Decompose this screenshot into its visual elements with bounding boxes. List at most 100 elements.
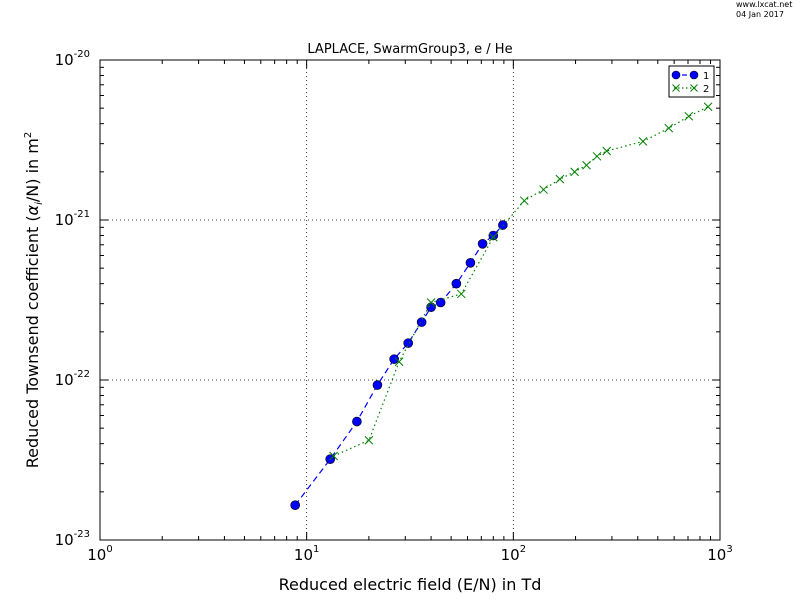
data-point (684, 111, 694, 121)
x-tick-exp: 0 (106, 544, 112, 555)
data-point (555, 174, 565, 184)
y-tick-exp: -20 (74, 49, 90, 60)
legend: 12 (668, 65, 715, 98)
series-line (294, 224, 504, 506)
y-label-sub: i (34, 202, 45, 205)
y-tick-exp: -21 (74, 209, 90, 220)
data-point (364, 435, 374, 445)
y-tick-exp: -23 (74, 529, 90, 540)
data-point (435, 297, 446, 308)
x-tick-label: 101 (294, 544, 319, 564)
data-point-stroke (329, 451, 338, 461)
data-point-stroke (426, 298, 436, 307)
data-point-stroke (488, 232, 498, 242)
y-tick-base: 10 (55, 51, 74, 69)
watermark-date: 04 Jan 2017 (736, 10, 784, 19)
y-label-mid: /N) in m (23, 138, 42, 202)
legend-entry: 1 (671, 70, 709, 82)
data-point (690, 84, 698, 92)
x-tick-base: 10 (87, 546, 106, 564)
plot-frame (99, 59, 721, 541)
watermark-site: www.lxcat.net (736, 0, 793, 9)
data-point (488, 232, 498, 242)
data-point (403, 338, 414, 348)
series-line (333, 106, 709, 457)
data-point (465, 258, 476, 268)
y-label-alpha: α (23, 204, 42, 215)
data-point-stroke (539, 185, 548, 194)
y-tick-base: 10 (55, 211, 74, 229)
data-point-stroke (664, 123, 674, 133)
x-tick-label: 102 (501, 544, 526, 564)
legend-label: 2 (703, 84, 709, 95)
data-point (394, 357, 404, 367)
data-point (488, 230, 499, 241)
y-tick-exp: -22 (74, 369, 90, 380)
data-point (582, 160, 591, 170)
watermark: www.lxcat.net 04 Jan 2017 (736, 0, 792, 20)
data-point (519, 196, 529, 206)
y-label-prefix: Reduced Townsend coefficient ( (23, 215, 42, 468)
legend-entry: 2 (672, 84, 709, 95)
y-tick-label: 10-22 (55, 369, 90, 389)
data-point (672, 84, 680, 92)
data-point (570, 167, 579, 177)
x-axis-label: Reduced electric field (E/N) in Td (279, 575, 542, 594)
x-tick-labels: 100 101 102 103 (87, 544, 732, 564)
data-point-stroke (672, 84, 680, 92)
data-point-stroke (592, 151, 602, 161)
data-point (416, 317, 427, 327)
data-point-stroke (519, 196, 529, 206)
data-point-stroke (684, 111, 694, 121)
data-point (456, 289, 466, 299)
y-tick-label: 10-20 (55, 49, 90, 69)
data-point (602, 146, 612, 156)
axis-ticks (99, 59, 721, 541)
y-tick-base: 10 (55, 531, 74, 549)
grid (100, 60, 720, 540)
data-point-stroke (555, 174, 565, 184)
y-axis-label: Reduced Townsend coefficient (αi/N) in m… (23, 132, 45, 468)
legend-label: 1 (703, 71, 709, 82)
data-point (671, 70, 681, 80)
data-point (290, 500, 300, 511)
x-tick-base: 10 (294, 546, 313, 564)
data-point (352, 416, 362, 427)
data-point (664, 123, 674, 133)
data-point (638, 137, 648, 146)
data-point-stroke (570, 167, 579, 177)
data-point-stroke (602, 146, 612, 156)
series-layer (290, 102, 713, 511)
x-tick-exp: 3 (726, 544, 732, 555)
data-point-stroke (394, 357, 404, 367)
series-2 (329, 102, 713, 461)
data-point (498, 220, 508, 230)
data-point (451, 278, 462, 289)
data-point (703, 102, 713, 112)
data-point (329, 451, 338, 461)
data-point (689, 70, 699, 80)
data-point (426, 298, 436, 307)
y-label-sup: 2 (23, 132, 34, 138)
data-point (426, 302, 436, 313)
data-point-stroke (690, 84, 698, 92)
data-point (477, 238, 488, 249)
data-point (389, 354, 399, 364)
data-point (592, 151, 602, 161)
series-1 (290, 220, 508, 511)
x-tick-exp: 2 (520, 544, 526, 555)
y-tick-label: 10-21 (55, 209, 90, 229)
x-tick-base: 10 (707, 546, 726, 564)
y-tick-base: 10 (55, 371, 74, 389)
data-point-stroke (638, 137, 648, 146)
data-point-stroke (456, 289, 466, 299)
data-point-stroke (582, 160, 591, 170)
x-tick-base: 10 (501, 546, 520, 564)
data-point (372, 380, 383, 390)
data-point-stroke (364, 435, 374, 445)
chart-title: LAPLACE, SwarmGroup3, e / He (307, 42, 512, 57)
data-point (539, 185, 548, 194)
data-point-stroke (703, 102, 713, 112)
